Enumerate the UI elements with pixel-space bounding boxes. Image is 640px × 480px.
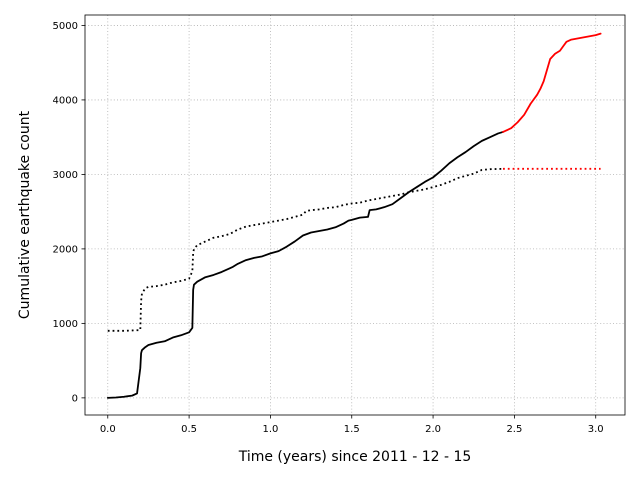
y-tick-label: 2000 (53, 244, 78, 255)
series-layer (106, 32, 602, 399)
x-tick-label: 0.5 (181, 424, 197, 435)
x-axis: 0.0 0.5 1.0 1.5 2.0 2.5 3.0 (100, 415, 604, 435)
y-tick-label: 5000 (53, 21, 78, 32)
series-line-3-dotted-black (107, 167, 504, 332)
y-tick-label: 3000 (53, 170, 78, 181)
x-axis-label: Time (years) since 2011 - 12 - 15 (238, 449, 472, 465)
x-tick-label: 0.0 (100, 424, 116, 435)
grid (85, 15, 625, 415)
x-tick-label: 1.0 (262, 424, 278, 435)
x-tick-label: 3.0 (588, 424, 604, 435)
plot-frame (84, 14, 626, 416)
y-axis: 0 1000 2000 3000 4000 5000 (53, 21, 85, 404)
y-tick-label: 1000 (53, 319, 78, 330)
y-tick-label: 0 (72, 393, 78, 404)
y-axis-label: Cumulative earthquake count (17, 110, 33, 319)
x-tick-label: 2.0 (425, 424, 441, 435)
x-tick-label: 2.5 (506, 424, 522, 435)
y-tick-label: 4000 (53, 95, 78, 106)
x-tick-label: 1.5 (344, 424, 360, 435)
series-line-2-solid-red (502, 32, 602, 133)
series-line-1-solid-black (106, 131, 504, 399)
